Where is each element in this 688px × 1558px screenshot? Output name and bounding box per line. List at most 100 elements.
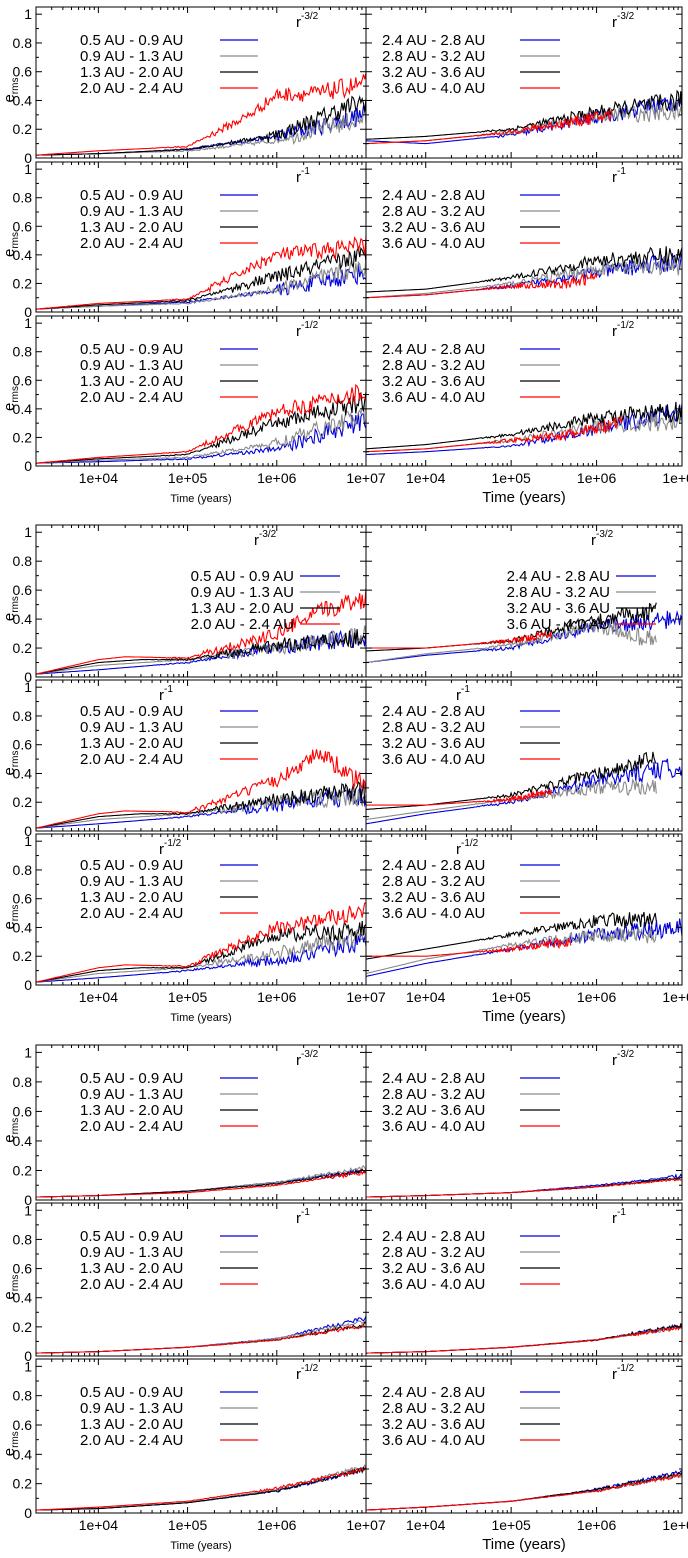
y-tick-label: 0.2 [13,794,33,810]
series-line-4 [366,937,572,957]
series-line-1 [36,626,366,675]
series-line-4 [36,902,366,983]
legend-entry-label: 1.3 AU - 2.0 AU [80,373,183,390]
panel-g2-r1-c2: r-3/2 2.4 AU - 2.8 AU2.8 AU - 3.2 AU3.2 A… [365,524,683,678]
y-tick-label: 1 [24,679,32,695]
x-axis-label: Time (years) [170,493,231,505]
figure-group-1: 00.20.40.60.81 r-3/20.5 AU - 0.9 AU0.9 AU… [1,6,688,506]
legend: 2.4 AU - 2.8 AU2.8 AU - 3.2 AU3.2 AU - 3… [382,1070,560,1135]
legend-entry-label: 0.5 AU - 0.9 AU [80,1384,183,1401]
series-line-4 [36,1168,366,1198]
panel-frame [365,1358,683,1514]
y-tick-label: 0 [24,977,32,993]
y-tick-label: 0.4 [13,1446,33,1462]
x-tick-label: 1e+07 [346,470,386,486]
legend: 0.5 AU - 0.9 AU0.9 AU - 1.3 AU1.3 AU - 2… [80,32,258,97]
legend-entry-label: 1.3 AU - 2.0 AU [80,735,183,752]
legend-entry-label: 3.6 AU - 4.0 AU [382,1432,485,1449]
y-tick-label: 0 [24,1192,32,1208]
series-line-2 [366,620,657,664]
x-tick-label: 1e+04 [79,470,119,486]
power-law-label: r-3/2 [254,529,277,549]
legend-entry-label: 0.5 AU - 0.9 AU [80,857,183,874]
series-line-2 [366,1473,682,1511]
x-tick-label: 1e+05 [491,1517,531,1533]
y-tick-label: 0.2 [13,948,33,964]
y-tick-label: 1 [24,1358,32,1374]
y-tick-label: 0.6 [13,64,33,80]
legend: 2.4 AU - 2.8 AU2.8 AU - 3.2 AU3.2 AU - 3… [382,1384,560,1449]
legend-entry-label: 3.2 AU - 3.6 AU [382,1416,485,1433]
series-line-2 [36,927,366,983]
x-tick-label: 1e+06 [257,989,297,1005]
legend-entry-label: 3.6 AU - 4.0 AU [382,1276,485,1293]
x-tick-label: 1e+04 [79,989,119,1005]
legend-entry-label: 1.3 AU - 2.0 AU [191,600,294,617]
panel-frame [365,1202,683,1357]
y-tick-label: 0.2 [13,1476,33,1492]
series-line-3 [36,94,366,156]
series-line-1 [366,918,682,977]
power-law-label: r-1 [456,684,470,704]
series-line-4 [366,789,553,806]
x-tick-label: 1e+05 [168,470,208,486]
power-law-label: r-3/2 [591,529,614,549]
figure-group-2: 00.20.40.60.81 r-3/20.5 AU - 0.9 AU0.9 AU… [1,524,688,1025]
legend-entry-label: 3.2 AU - 3.6 AU [382,1102,485,1119]
y-tick-label: 0.6 [13,582,33,598]
x-tick-label: 1e+07 [662,989,688,1005]
legend-entry-label: 2.4 AU - 2.8 AU [507,568,610,585]
legend-entry-label: 2.0 AU - 2.4 AU [80,80,183,97]
series-line-3 [366,751,657,810]
series-line-4 [36,384,366,464]
legend: 2.4 AU - 2.8 AU2.8 AU - 3.2 AU3.2 AU - 3… [382,857,560,922]
y-tick-label: 1 [24,161,32,177]
x-tick-label: 1e+07 [346,1517,386,1533]
legend: 2.4 AU - 2.8 AU2.8 AU - 3.2 AU3.2 AU - 3… [382,32,560,97]
x-axis-label: Time (years) [482,1536,566,1553]
panel-frame [365,315,683,467]
legend-entry-label: 0.9 AU - 1.3 AU [80,357,183,374]
power-law-label: r-1/2 [296,1363,319,1383]
power-law-label: r-1/2 [296,320,319,340]
x-axis-label: Time (years) [482,489,566,506]
series-line-2 [36,405,366,464]
legend: 2.4 AU - 2.8 AU2.8 AU - 3.2 AU3.2 AU - 3… [507,568,656,633]
legend: 0.5 AU - 0.9 AU0.9 AU - 1.3 AU1.3 AU - 2… [80,1228,258,1293]
y-tick-label: 0.4 [13,919,33,935]
legend-entry-label: 0.5 AU - 0.9 AU [80,32,183,49]
series-line-2 [366,255,682,299]
y-tick-label: 0.8 [13,862,33,878]
legend-entry-label: 2.0 AU - 2.4 AU [80,1276,183,1293]
y-tick-label: 0.8 [13,708,33,724]
y-tick-label: 1 [24,833,32,849]
legend-entry-label: 0.5 AU - 0.9 AU [80,187,183,204]
y-tick-label: 1 [24,524,32,540]
legend-entry-label: 0.5 AU - 0.9 AU [80,1228,183,1245]
x-tick-label: 1e+07 [662,470,688,486]
power-law-label: r-1 [159,684,173,704]
y-axis-label: erms [1,1275,21,1300]
legend-entry-label: 0.9 AU - 1.3 AU [80,1244,183,1261]
y-tick-label: 0 [24,823,32,839]
x-tick-label: 1e+06 [257,1517,297,1533]
y-tick-label: 0.6 [13,1103,33,1119]
legend-entry-label: 2.8 AU - 3.2 AU [382,873,485,890]
x-tick-label: 1e+04 [406,470,446,486]
power-law-label: r-1/2 [456,838,479,858]
y-tick-label: 0.6 [13,372,33,388]
series-line-3 [366,1471,682,1511]
x-tick-label: 1e+04 [406,1517,446,1533]
legend-entry-label: 2.8 AU - 3.2 AU [382,719,485,736]
legend-entry-label: 3.2 AU - 3.6 AU [382,373,485,390]
series-line-3 [366,1322,682,1354]
panel-g1-r3-c2: 1e+04 1e+05 1e+06 1e+07 Time (years) r-1/2 2.4… [365,315,688,506]
legend-entry-label: 1.3 AU - 2.0 AU [80,1260,183,1277]
series-line-3 [366,401,682,450]
x-tick-label: 1e+04 [79,1517,119,1533]
legend-entry-label: 3.2 AU - 3.6 AU [382,889,485,906]
series-line-4 [366,272,598,299]
y-tick-label: 0.8 [13,1231,33,1247]
series-line-3 [36,245,366,310]
y-tick-label: 0.6 [13,737,33,753]
